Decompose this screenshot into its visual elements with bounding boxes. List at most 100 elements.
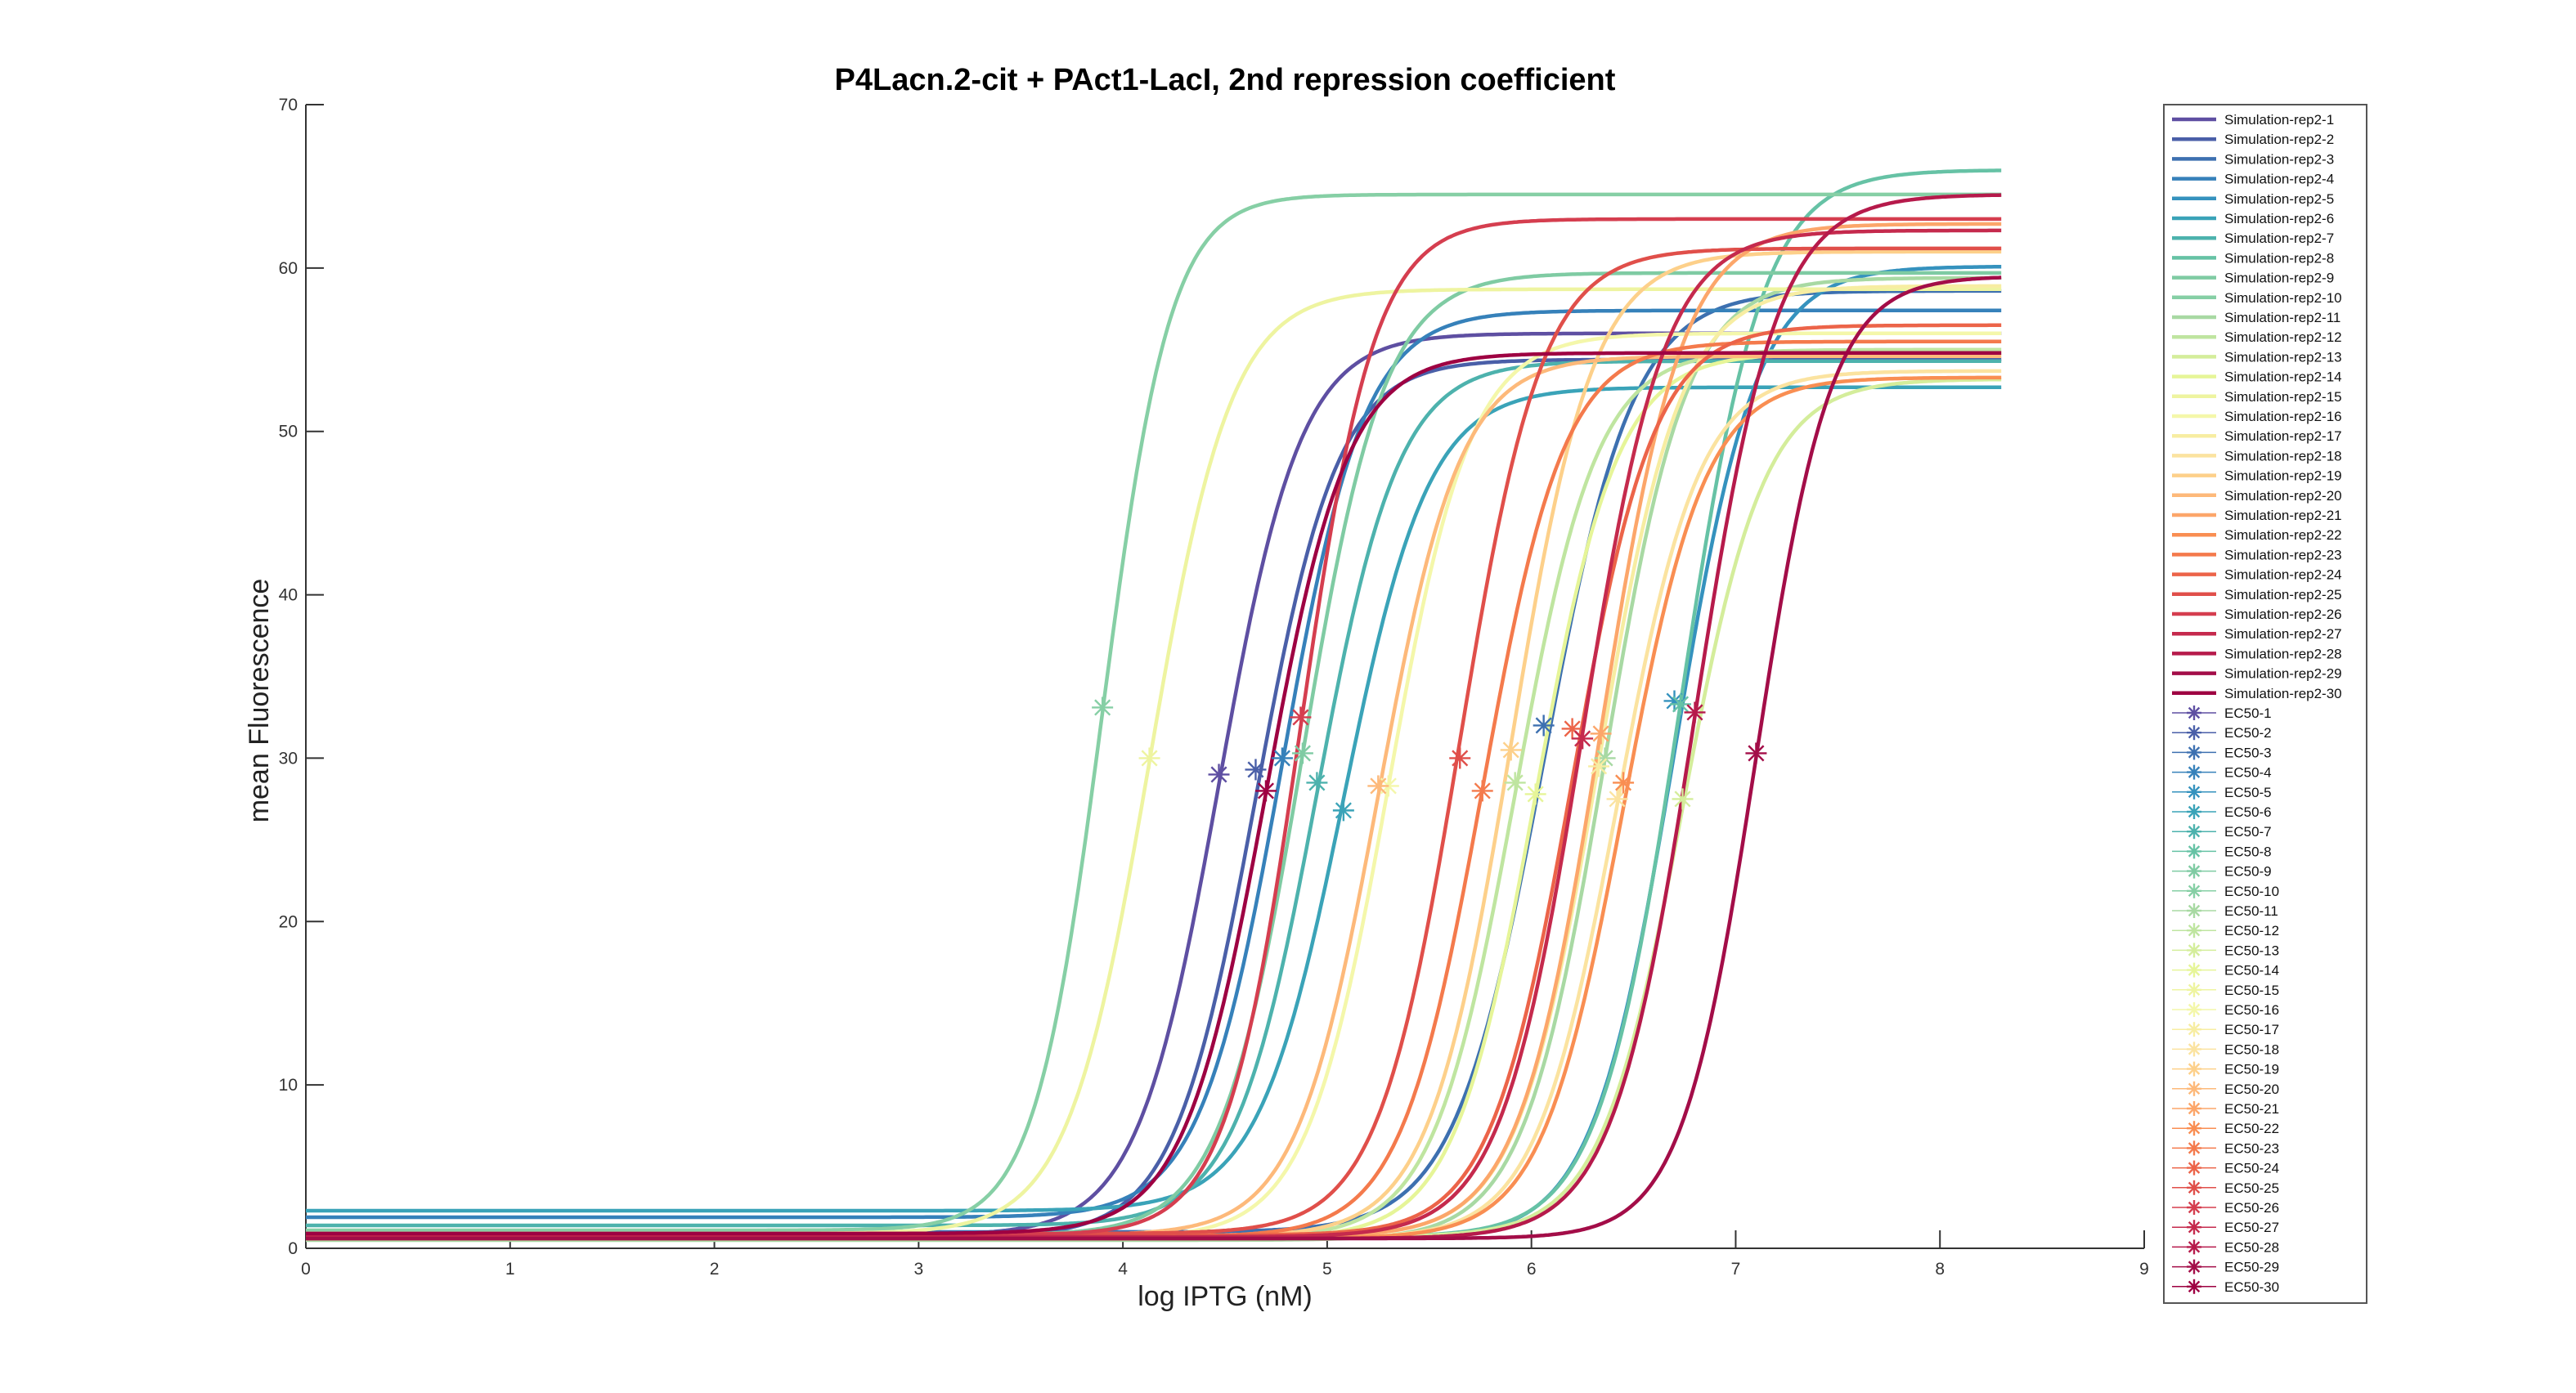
legend-label: EC50-28 [2224, 1239, 2279, 1255]
legend: Simulation-rep2-1 Simulation-rep2-2 Simula… [2163, 104, 2367, 1304]
ec50-marker-15 [1138, 747, 1160, 769]
legend-label: EC50-8 [2224, 844, 2272, 859]
ec50-marker-14 [1524, 783, 1546, 805]
ec50-marker-23 [1471, 780, 1493, 802]
x-axis-label: log IPTG (nM) [1138, 1281, 1312, 1312]
legend-entry-ec50-2: EC50-2 [2172, 725, 2272, 741]
x-tick-label: 3 [913, 1260, 923, 1279]
legend-entry-series-24: Simulation-rep2-24 [2172, 567, 2342, 583]
legend-entry-ec50-30: EC50-30 [2172, 1279, 2279, 1295]
legend-label: EC50-25 [2224, 1180, 2279, 1196]
legend-star-icon [2187, 745, 2201, 760]
legend-star-icon [2187, 903, 2201, 918]
legend-label: Simulation-rep2-23 [2224, 547, 2342, 562]
x-tick-label: 7 [1731, 1260, 1741, 1279]
legend-entry-series-20: Simulation-rep2-20 [2172, 488, 2342, 504]
y-tick-label: 10 [279, 1076, 298, 1095]
legend-star-icon [2187, 1101, 2201, 1116]
legend-label: Simulation-rep2-7 [2224, 231, 2334, 246]
ec50-marker-26 [1290, 706, 1312, 728]
legend-label: EC50-29 [2224, 1260, 2279, 1275]
ec50-marker-20 [1367, 775, 1389, 797]
legend-label: EC50-10 [2224, 884, 2279, 899]
legend-entry-series-26: Simulation-rep2-26 [2172, 607, 2342, 622]
ec50-marker-12 [1504, 772, 1526, 794]
legend-label: EC50-23 [2224, 1140, 2279, 1156]
ec50-marker-29 [1745, 742, 1767, 764]
legend-label: Simulation-rep2-9 [2224, 271, 2334, 286]
x-tick-label: 8 [1935, 1260, 1945, 1279]
legend-entry-ec50-20: EC50-20 [2172, 1081, 2279, 1097]
legend-label: EC50-13 [2224, 943, 2279, 958]
legend-label: EC50-27 [2224, 1220, 2279, 1235]
legend-entry-series-7: Simulation-rep2-7 [2172, 231, 2334, 246]
legend-entry-ec50-8: EC50-8 [2172, 844, 2272, 859]
legend-star-icon [2187, 1061, 2201, 1077]
legend-label: EC50-1 [2224, 705, 2272, 721]
legend-entry-series-30: Simulation-rep2-30 [2172, 686, 2342, 701]
legend-label: EC50-7 [2224, 824, 2272, 840]
ec50-marker-1 [1208, 764, 1230, 786]
legend-star-icon [2187, 863, 2201, 879]
legend-entry-series-16: Simulation-rep2-16 [2172, 409, 2342, 424]
series-line-14 [306, 351, 2002, 1241]
legend-entry-series-25: Simulation-rep2-25 [2172, 587, 2342, 602]
legend-entry-series-23: Simulation-rep2-23 [2172, 547, 2342, 562]
y-axis-label: mean Fluorescence [244, 579, 275, 823]
legend-label: EC50-21 [2224, 1101, 2279, 1117]
legend-label: EC50-22 [2224, 1121, 2279, 1136]
legend-label: Simulation-rep2-28 [2224, 646, 2342, 661]
legend-label: EC50-15 [2224, 983, 2279, 998]
legend-label: Simulation-rep2-27 [2224, 626, 2342, 642]
legend-star-icon [2187, 1002, 2201, 1017]
legend-entry-series-6: Simulation-rep2-6 [2172, 211, 2334, 226]
legend-label: EC50-9 [2224, 864, 2272, 880]
legend-label: Simulation-rep2-10 [2224, 290, 2342, 306]
legend-entry-series-2: Simulation-rep2-2 [2172, 132, 2334, 147]
legend-box [2163, 104, 2367, 1304]
legend-label: EC50-26 [2224, 1200, 2279, 1216]
legend-label: EC50-30 [2224, 1279, 2279, 1295]
legend-star-icon [2187, 1259, 2201, 1274]
series-line-20 [306, 354, 2002, 1238]
legend-entry-ec50-16: EC50-16 [2172, 1002, 2279, 1018]
legend-label: EC50-19 [2224, 1062, 2279, 1077]
legend-entry-ec50-29: EC50-29 [2172, 1259, 2279, 1275]
legend-entry-ec50-28: EC50-28 [2172, 1239, 2279, 1255]
legend-label: EC50-20 [2224, 1082, 2279, 1097]
ec50-marker-2 [1245, 759, 1267, 781]
legend-entry-ec50-5: EC50-5 [2172, 784, 2272, 800]
legend-star-icon [2187, 923, 2201, 938]
legend-entry-series-22: Simulation-rep2-22 [2172, 527, 2342, 543]
ec50-marker-18 [1606, 788, 1628, 810]
x-tick-label: 5 [1322, 1260, 1332, 1279]
legend-label: EC50-24 [2224, 1161, 2279, 1176]
legend-star-icon [2187, 982, 2201, 997]
legend-label: Simulation-rep2-8 [2224, 250, 2334, 266]
legend-entry-ec50-13: EC50-13 [2172, 943, 2279, 958]
series-line-23 [306, 339, 2002, 1239]
legend-star-icon [2187, 725, 2201, 741]
legend-entry-series-9: Simulation-rep2-9 [2172, 271, 2334, 286]
legend-star-icon [2187, 784, 2201, 800]
legend-entry-series-4: Simulation-rep2-4 [2172, 172, 2334, 187]
legend-label: Simulation-rep2-16 [2224, 409, 2342, 424]
legend-entry-ec50-25: EC50-25 [2172, 1180, 2279, 1196]
legend-entry-series-15: Simulation-rep2-15 [2172, 389, 2342, 405]
legend-label: EC50-2 [2224, 725, 2272, 741]
legend-entry-ec50-11: EC50-11 [2172, 903, 2278, 919]
legend-entry-series-12: Simulation-rep2-12 [2172, 329, 2342, 345]
legend-entry-ec50-14: EC50-14 [2172, 962, 2279, 979]
ec50-marker-28 [1684, 701, 1706, 723]
x-tick-label: 2 [710, 1260, 720, 1279]
legend-entry-series-21: Simulation-rep2-21 [2172, 508, 2342, 523]
legend-label: Simulation-rep2-24 [2224, 567, 2342, 583]
series-line-2 [306, 357, 2002, 1239]
ec50-marker-17 [1588, 755, 1610, 777]
legend-star-icon [2187, 1279, 2201, 1294]
legend-label: EC50-11 [2224, 903, 2278, 919]
legend-label: Simulation-rep2-1 [2224, 112, 2334, 128]
legend-label: EC50-6 [2224, 804, 2272, 820]
series-line-7 [306, 359, 2002, 1228]
legend-label: Simulation-rep2-15 [2224, 389, 2342, 405]
